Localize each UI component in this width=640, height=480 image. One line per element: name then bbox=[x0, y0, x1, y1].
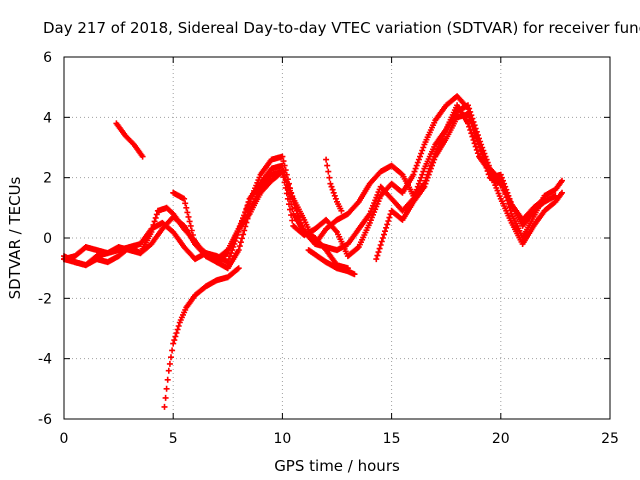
x-tick-label: 5 bbox=[169, 431, 178, 447]
x-tick-label: 10 bbox=[273, 431, 291, 447]
y-tick-labels: -6 -4 -2 0 2 4 6 bbox=[38, 50, 52, 428]
data-points bbox=[61, 93, 565, 410]
y-tick-label: -6 bbox=[38, 412, 52, 428]
x-tick-label: 15 bbox=[383, 431, 401, 447]
y-tick-label: -2 bbox=[38, 291, 52, 307]
y-tick-label: 4 bbox=[43, 110, 52, 126]
data-point-markers bbox=[61, 102, 565, 272]
data-point-markers bbox=[323, 156, 345, 214]
x-tick-labels: 0 5 10 15 20 25 bbox=[60, 431, 619, 447]
data-point-markers bbox=[305, 247, 358, 278]
y-tick-label: 2 bbox=[43, 171, 52, 187]
series-track-9 bbox=[161, 265, 242, 410]
x-tick-label: 25 bbox=[601, 431, 619, 447]
series-track-8 bbox=[113, 120, 146, 160]
tick-marks bbox=[63, 56, 611, 420]
y-tick-label: 6 bbox=[43, 50, 52, 66]
y-axis-label: SDTVAR / TECUs bbox=[6, 176, 24, 299]
series-track-7 bbox=[323, 156, 345, 214]
x-axis-label: GPS time / hours bbox=[274, 457, 400, 475]
y-tick-label: -4 bbox=[38, 352, 52, 368]
grid bbox=[64, 57, 610, 419]
y-tick-label: 0 bbox=[43, 231, 52, 247]
x-tick-label: 20 bbox=[492, 431, 510, 447]
data-point-markers bbox=[161, 265, 242, 410]
series-track-3 bbox=[61, 102, 565, 272]
data-point-markers bbox=[113, 120, 146, 160]
x-tick-label: 0 bbox=[60, 431, 69, 447]
data-point-markers bbox=[373, 111, 548, 263]
series-track-6 bbox=[305, 247, 358, 278]
chart-title: Day 217 of 2018, Sidereal Day-to-day VTE… bbox=[43, 19, 640, 37]
series-track-5 bbox=[373, 111, 548, 263]
